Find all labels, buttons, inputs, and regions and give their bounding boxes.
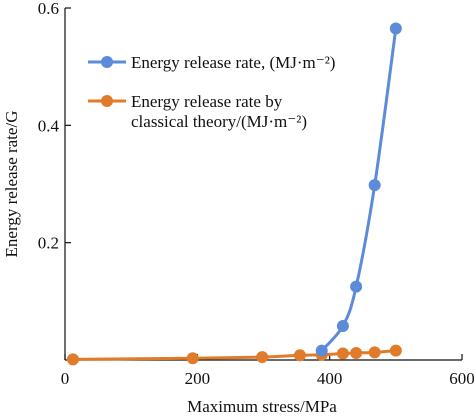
legend-label: Energy release rate by (131, 92, 283, 111)
x-tick-label: 200 (185, 369, 211, 388)
data-point (293, 349, 306, 362)
legend-label: classical theory/(MJ·m⁻²) (131, 112, 307, 131)
y-tick-label: 0.6 (38, 0, 59, 18)
data-point (389, 22, 402, 35)
x-tick-label: 600 (449, 369, 474, 388)
y-tick-label: 0.4 (38, 116, 60, 135)
data-point (350, 346, 363, 359)
legend: Energy release rate, (MJ·m⁻²) Energy rele… (88, 53, 335, 131)
series-line (320, 28, 398, 352)
data-point (256, 351, 269, 364)
data-point (350, 280, 363, 293)
series-layer (66, 22, 402, 366)
x-tick-label: 400 (317, 369, 343, 388)
data-point (368, 179, 381, 192)
legend-marker (101, 95, 113, 107)
x-axis-label: Maximum stress/MPa (187, 397, 337, 416)
data-point (336, 347, 349, 360)
data-point (336, 319, 349, 332)
data-point (186, 352, 199, 365)
data-point (389, 344, 402, 357)
legend-label: Energy release rate, (MJ·m⁻²) (131, 53, 335, 72)
legend-marker (101, 56, 113, 68)
data-point (315, 344, 328, 357)
y-tick-label: 0.2 (38, 234, 59, 253)
axis-ticks: 0 200 400 600 0.2 0.4 0.6 (38, 0, 474, 388)
data-point (66, 353, 79, 366)
x-tick-label: 0 (61, 369, 70, 388)
y-axis-label: Energy release rate/G (2, 111, 21, 258)
data-point (368, 346, 381, 359)
